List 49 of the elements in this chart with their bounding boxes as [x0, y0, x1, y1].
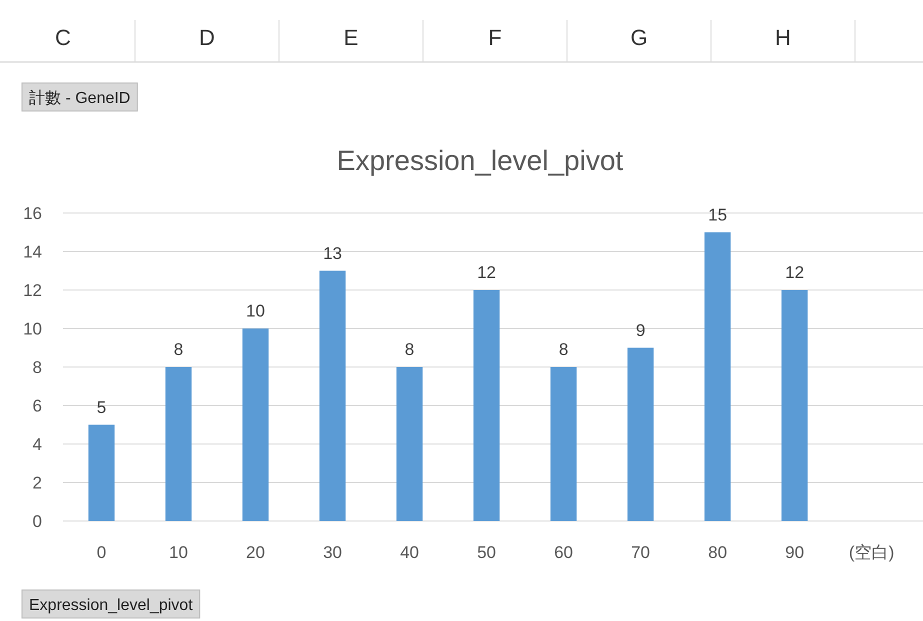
- text: D: [199, 25, 215, 50]
- data-label: 8: [404, 340, 414, 359]
- bar: [473, 290, 500, 521]
- text: Expression_level_pivot: [29, 597, 194, 614]
- y-tick-label: 4: [32, 435, 42, 454]
- y-tick-label: 8: [32, 358, 42, 377]
- x-tick-label: (空白): [848, 543, 894, 562]
- data-label: 10: [246, 302, 265, 320]
- y-tick-label: 12: [23, 281, 42, 300]
- x-tick-label: 70: [631, 543, 650, 562]
- x-tick-label: 80: [708, 543, 728, 562]
- data-label: 15: [708, 205, 728, 224]
- chart-title: Expression_level_pivot: [336, 145, 624, 176]
- bar: [242, 328, 269, 521]
- text: G: [630, 25, 648, 50]
- y-tick-label: 14: [23, 242, 42, 262]
- y-tick-label: 16: [23, 204, 42, 223]
- text: H: [775, 25, 791, 50]
- bar: [781, 290, 808, 521]
- bar: [627, 348, 654, 521]
- x-tick-label: 60: [554, 543, 574, 562]
- x-tick-label: 30: [323, 543, 342, 562]
- bar: [550, 367, 577, 521]
- y-tick-label: 6: [32, 396, 42, 416]
- bar: [165, 367, 192, 521]
- text: E: [344, 25, 358, 50]
- x-tick-label: 10: [169, 543, 188, 562]
- bar: [319, 270, 346, 521]
- x-tick-label: 0: [96, 543, 106, 562]
- bar: [704, 232, 731, 521]
- x-tick-label: 20: [246, 543, 265, 562]
- text: F: [488, 25, 502, 50]
- x-tick-label: 40: [400, 543, 419, 562]
- x-tick-label: 50: [477, 543, 496, 562]
- text: C: [55, 25, 72, 50]
- y-tick-label: 0: [32, 512, 42, 531]
- data-label: 13: [323, 244, 342, 263]
- text: 計數 - GeneID: [29, 89, 130, 107]
- data-label: 12: [477, 263, 496, 282]
- data-label: 8: [174, 340, 184, 359]
- x-tick-label: 90: [785, 543, 804, 562]
- data-label: 5: [96, 398, 106, 417]
- y-tick-label: 2: [32, 474, 42, 492]
- y-tick-label: 10: [23, 320, 42, 338]
- data-label: 9: [636, 320, 646, 340]
- data-label: 12: [785, 263, 804, 282]
- bar: [396, 367, 423, 521]
- data-label: 8: [558, 340, 568, 359]
- bar: [88, 424, 115, 521]
